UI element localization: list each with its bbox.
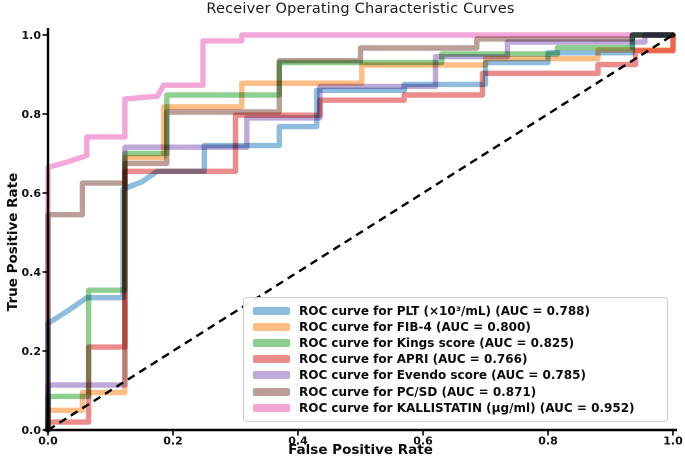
legend-item-plt: ROC curve for PLT (×10³/mL) (AUC = 0.788…: [253, 303, 659, 319]
roc-curve-kallistatin: [45, 32, 676, 433]
x-tick-label: 0.8: [538, 435, 558, 448]
legend-item-kings: ROC curve for Kings score (AUC = 0.825): [253, 335, 659, 351]
legend-label-plt: ROC curve for PLT (×10³/mL) (AUC = 0.788…: [299, 304, 591, 319]
x-tick-label: 0.0: [38, 435, 58, 448]
y-tick-label: 1.0: [22, 29, 42, 42]
legend-swatch-kallistatin: [253, 403, 290, 412]
y-axis-label: True Positive Rate: [5, 172, 21, 312]
roc-curve-apri: [45, 32, 676, 433]
legend-swatch-evendo: [253, 371, 290, 380]
legend: ROC curve for PLT (×10³/mL) (AUC = 0.788…: [243, 297, 668, 422]
legend-item-evendo: ROC curve for Evendo score (AUC = 0.785): [253, 367, 659, 383]
y-tick-label: 0.4: [22, 266, 42, 279]
x-tick-label: 0.2: [163, 435, 183, 448]
y-tick-label: 0.2: [22, 345, 42, 358]
x-tick-label: 1.0: [663, 435, 683, 448]
legend-swatch-fib4: [253, 323, 290, 332]
y-tick-label: 0.0: [22, 424, 42, 437]
x-axis-label: False Positive Rate: [288, 442, 433, 458]
legend-item-fib4: ROC curve for FIB-4 (AUC = 0.800): [253, 319, 659, 335]
legend-swatch-kings: [253, 339, 290, 348]
y-tick-label: 0.8: [22, 108, 42, 121]
x-tick-label: 0.4: [288, 435, 308, 448]
legend-label-fib4: ROC curve for FIB-4 (AUC = 0.800): [299, 320, 531, 335]
chart-title: Receiver Operating Characteristic Curves: [206, 1, 515, 17]
y-tick-label: 0.6: [22, 187, 42, 200]
legend-label-evendo: ROC curve for Evendo score (AUC = 0.785): [299, 368, 586, 383]
legend-label-kallistatin: ROC curve for KALLISTATIN (µg/ml) (AUC =…: [299, 400, 635, 415]
legend-label-kings: ROC curve for Kings score (AUC = 0.825): [299, 336, 575, 351]
roc-curve-pcsd: [45, 32, 676, 433]
legend-item-apri: ROC curve for APRI (AUC = 0.766): [253, 351, 659, 367]
legend-swatch-plt: [253, 307, 290, 316]
legend-label-pcsd: ROC curve for PC/SD (AUC = 0.871): [299, 384, 537, 399]
legend-item-pcsd: ROC curve for PC/SD (AUC = 0.871): [253, 383, 659, 399]
legend-item-kallistatin: ROC curve for KALLISTATIN (µg/ml) (AUC =…: [253, 400, 659, 416]
legend-swatch-pcsd: [253, 387, 290, 396]
legend-label-apri: ROC curve for APRI (AUC = 0.766): [299, 352, 528, 367]
x-tick-label: 0.6: [413, 435, 433, 448]
roc-curve-evendo: [45, 32, 676, 433]
chance-diagonal-line: [47, 33, 674, 432]
legend-swatch-apri: [253, 355, 290, 364]
